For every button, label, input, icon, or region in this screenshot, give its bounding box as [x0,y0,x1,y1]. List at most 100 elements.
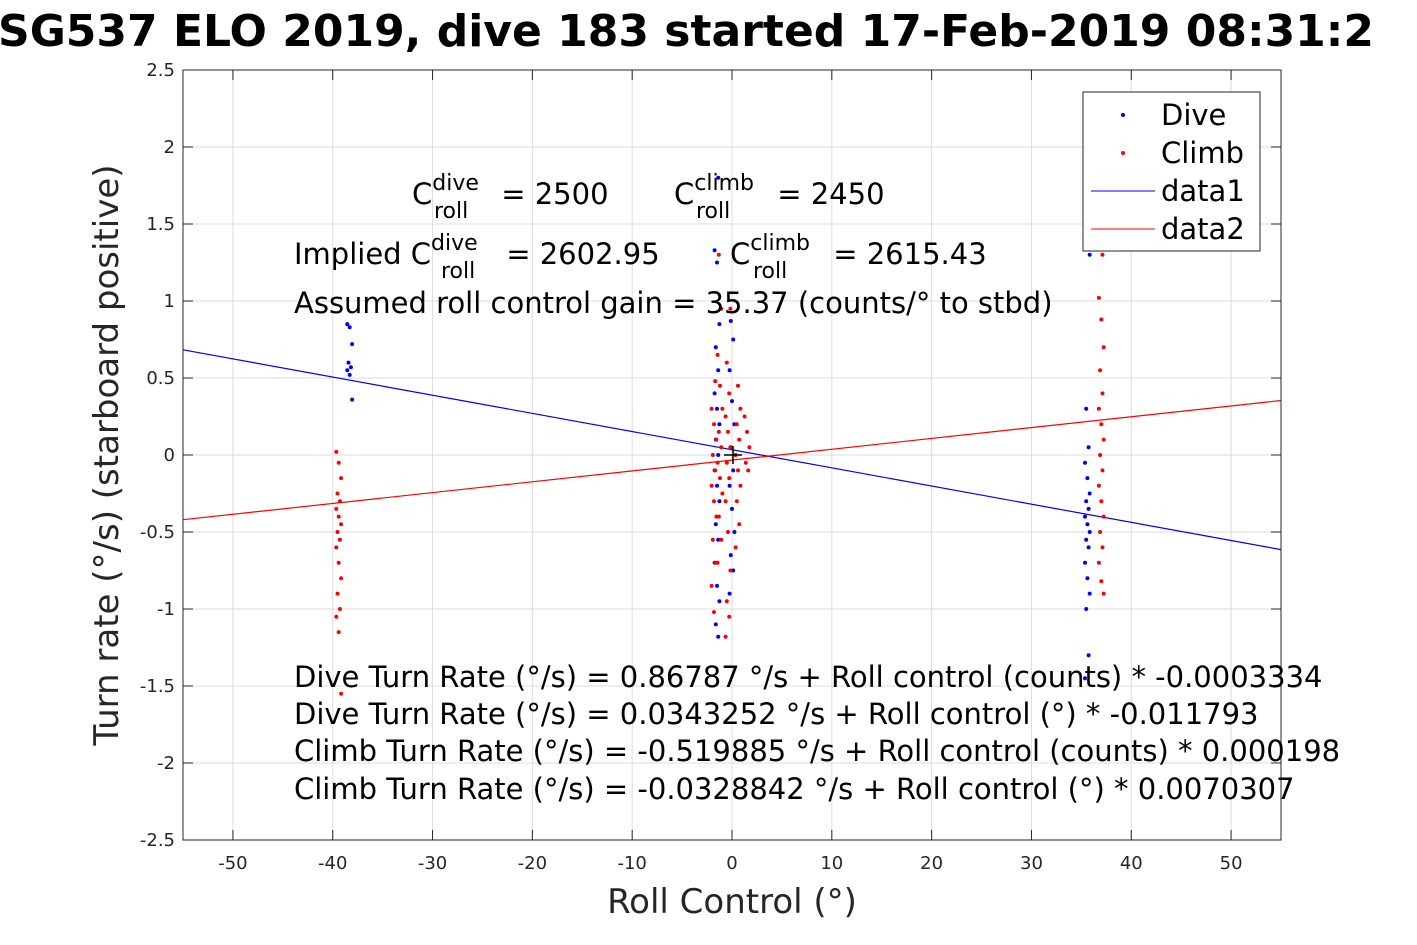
legend-label-data1: data1 [1161,174,1245,208]
climb-point [1096,560,1101,565]
climb-point [337,537,342,542]
climb-point [728,568,733,573]
x-tick-label: 40 [1120,853,1143,874]
dive-point [1083,514,1087,519]
dive-point [727,483,732,488]
climb-point [723,634,728,639]
climb-point [1099,317,1104,322]
x-tick-label: -10 [617,853,646,874]
dive-point [716,175,721,180]
climb-point [715,460,720,465]
dive-point [1086,653,1091,658]
legend: Dive Climb data1 data2 [1082,91,1261,252]
dive-point [727,591,732,596]
dive-point [1084,499,1089,504]
dive-point [717,322,722,327]
climb-point [716,429,721,434]
dive-point [730,506,734,511]
climb-point [723,499,728,504]
climb-point [728,445,733,450]
climb-point [334,614,339,619]
climb-point [710,537,715,542]
climb-point [724,360,729,365]
legend-label-dive: Dive [1161,98,1226,132]
dive-point [1084,537,1089,542]
fit-line-data1 [182,349,1282,551]
climb-point [737,522,742,527]
climb-point [746,468,751,473]
y-tick-label: -2 [157,753,175,774]
climb-point [336,560,341,565]
climb-point [336,630,341,635]
x-tick-label: 10 [820,853,843,874]
dive-point [713,345,718,350]
climb-point [726,429,730,434]
climb-point [719,306,724,311]
climb-point [1100,545,1105,550]
dive-point [1085,576,1090,581]
climb-point [742,414,747,419]
dive-point [713,622,718,627]
climb-point [709,583,714,588]
dive-point [345,368,350,373]
climb-point [737,437,742,442]
climb-point [718,476,722,481]
dive-point [717,422,722,427]
climb-point [1099,422,1104,427]
climb-point [1099,579,1104,584]
climb-point [719,537,724,542]
implied-climb-annotation: Cclimb roll = 2615.43 [730,231,987,284]
climb-point [334,545,339,550]
dive-point [712,391,717,396]
dive-point [716,537,721,542]
climb-point [720,491,725,496]
dive-point [347,325,352,330]
climb-point [714,437,719,442]
dive-point [1083,560,1087,565]
climb-point [337,499,342,504]
dive-point [731,468,736,473]
implied-dive-annotation: Implied Cdive roll = 2602.95 [294,231,660,284]
y-tick-label: -0.5 [140,522,175,543]
dive-point [1087,252,1092,257]
x-tick-label: -40 [318,853,347,874]
climb-point [726,530,730,534]
climb-point [727,476,732,481]
climb-point [713,379,718,384]
dive-point [1087,530,1092,534]
c-roll-climb-annotation: Cclimb roll = 2450 [674,171,885,224]
y-tick-label: 0 [164,445,175,466]
climb-point [716,252,721,257]
climb-point [1100,252,1105,257]
climb-point [709,406,714,411]
climb-point [1098,368,1103,373]
climb-point [1101,514,1106,519]
climb-point [334,449,339,454]
climb-point [335,591,340,596]
climb-point [709,483,714,488]
climb-point [339,691,344,696]
climb-point [1096,295,1101,300]
climb-point [1098,453,1103,457]
climb-point [1101,345,1106,350]
climb-point [339,522,344,527]
dive-point [715,260,719,265]
climb-point [1101,437,1106,442]
climb-point [339,576,344,581]
climb-point [712,422,716,427]
climb-point [747,445,752,450]
dive-point [717,599,722,604]
climb-point [712,499,716,504]
x-tick-label: -30 [418,853,447,874]
legend-marker-climb [1121,151,1125,155]
data-points [334,175,1106,696]
climb-point [336,514,341,519]
y-axis-label: Turn rate (°/s) (starboard positive) [87,164,127,746]
climb-point [723,414,728,419]
legend-label-climb: Climb [1161,136,1244,170]
dive-point [717,499,722,504]
dive-point [348,365,353,370]
dive-point [1085,522,1090,527]
climb-point [715,560,720,565]
legend-box [1082,91,1261,252]
